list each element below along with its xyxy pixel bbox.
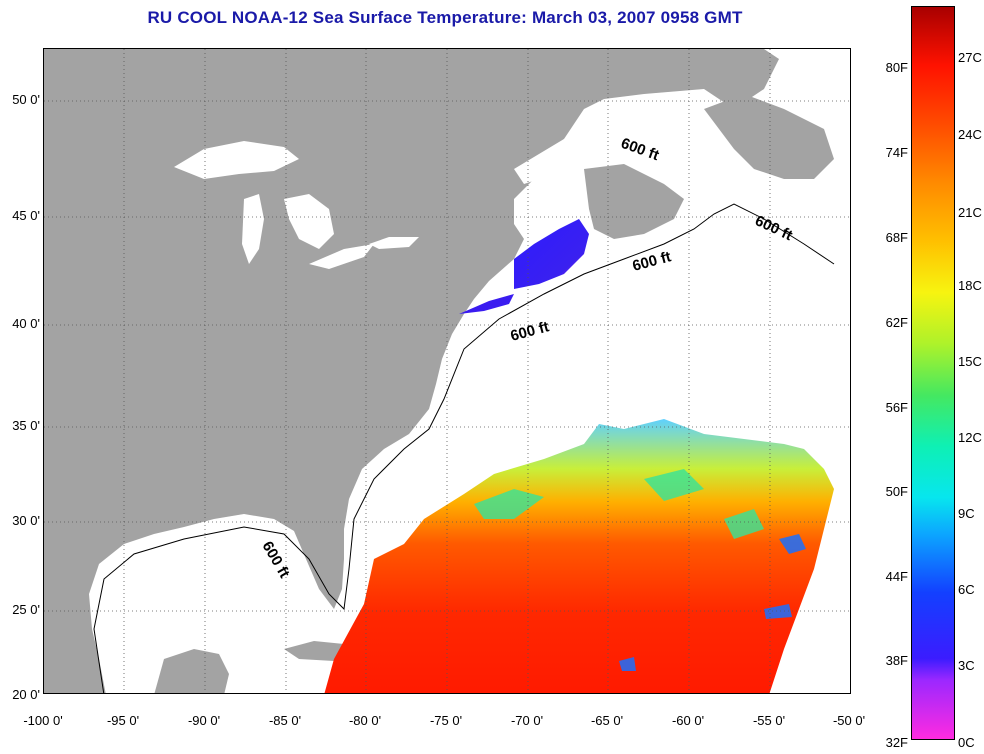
st-lawrence (514, 109, 664, 184)
lake-erie (309, 244, 374, 269)
sst-swath (324, 419, 834, 693)
colorbar-f-32: 32F (885, 735, 908, 750)
colorbar-f-80: 80F (885, 60, 908, 75)
lon-tick-75: -75 0' (429, 713, 463, 728)
lon-tick-55: -55 0' (752, 713, 786, 728)
colorbar-f-56: 56F (885, 400, 908, 415)
land-newfoundland (704, 94, 834, 179)
colorbar-c-3: 3C (958, 658, 975, 673)
lon-tick-50: -50 0' (832, 713, 866, 728)
gulf-of-maine-sst (514, 219, 589, 289)
colorbar-f-50: 50F (885, 484, 908, 499)
temperature-colorbar (911, 6, 955, 740)
isobath-label-5: 600 ft (259, 539, 293, 581)
isobath-label-3: 600 ft (631, 248, 673, 275)
colorbar-c-27: 27C (958, 50, 982, 65)
lon-tick-90: -90 0' (187, 713, 221, 728)
lat-tick-50: 50 0' (12, 92, 40, 107)
lake-michigan (242, 194, 264, 264)
lat-tick-40: 40 0' (12, 316, 40, 331)
land-maritimes (584, 164, 684, 239)
lat-tick-30: 30 0' (12, 513, 40, 528)
lon-tick-70: -70 0' (510, 713, 544, 728)
colorbar-c-6: 6C (958, 582, 975, 597)
lat-tick-20: 20 0' (12, 687, 40, 702)
lon-tick-85: -85 0' (268, 713, 302, 728)
lake-ontario (369, 237, 419, 249)
map-canvas: 600 ft 600 ft 600 ft 600 ft 600 ft (44, 49, 850, 693)
lat-tick-45: 45 0' (12, 208, 40, 223)
colorbar-c-9: 9C (958, 506, 975, 521)
lon-tick-60: -60 0' (671, 713, 705, 728)
isobath-600ft (93, 203, 835, 693)
lon-tick-100: -100 0' (23, 713, 63, 728)
lon-tick-65: -65 0' (590, 713, 624, 728)
colorbar-c-0: 0C (958, 735, 975, 750)
colorbar-f-38: 38F (885, 653, 908, 668)
land-yucatan (154, 649, 229, 693)
colorbar-f-62: 62F (885, 315, 908, 330)
sst-cool-patches (619, 534, 806, 671)
lat-tick-25: 25 0' (12, 602, 40, 617)
colorbar-c-12: 12C (958, 430, 982, 445)
colorbar-c-21: 21C (958, 205, 982, 220)
sst-green-patches (474, 469, 764, 539)
colorbar-f-44: 44F (885, 569, 908, 584)
lat-tick-35: 35 0' (12, 418, 40, 433)
colorbar-f-68: 68F (885, 230, 908, 245)
lon-tick-95: -95 0' (106, 713, 140, 728)
colorbar-f-74: 74F (885, 145, 908, 160)
lake-huron (284, 194, 334, 249)
map-title: RU COOL NOAA-12 Sea Surface Temperature:… (147, 8, 743, 27)
isobath-label-1: 600 ft (619, 135, 662, 164)
lon-tick-80: -80 0' (348, 713, 382, 728)
colorbar-c-18: 18C (958, 278, 982, 293)
land-north-america (44, 49, 779, 693)
long-island-sst (459, 294, 514, 314)
colorbar-c-24: 24C (958, 127, 982, 142)
land-central-america (44, 649, 103, 693)
graticule (44, 49, 850, 693)
sst-map: 600 ft 600 ft 600 ft 600 ft 600 ft (43, 48, 851, 694)
isobath-label-4: 600 ft (509, 318, 551, 345)
colorbar-c-15: 15C (958, 354, 982, 369)
